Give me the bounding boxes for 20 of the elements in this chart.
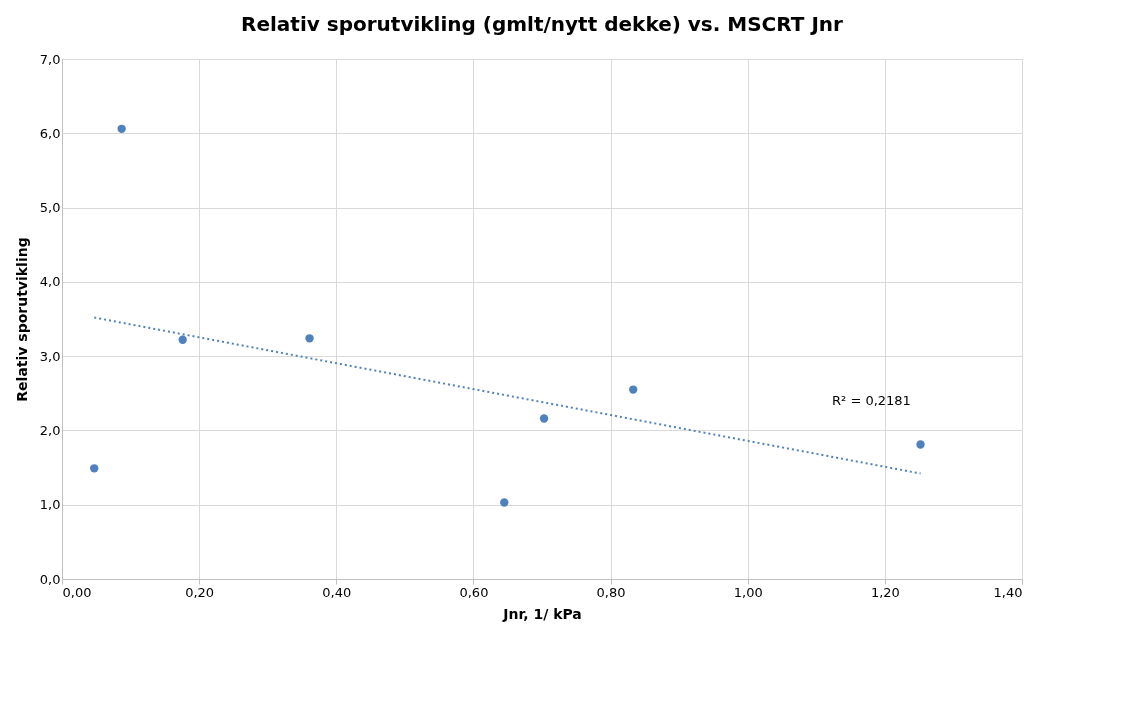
y-tick-label: 1,0 — [39, 497, 61, 513]
y-tick-label: 6,0 — [39, 125, 61, 141]
x-tick-label: 0,60 — [459, 584, 489, 600]
x-tick-label: 0,40 — [322, 584, 352, 600]
x-tick-label: 1,20 — [870, 584, 900, 600]
x-tick-label: 0,00 — [62, 584, 92, 600]
chart-title: Relativ sporutvikling (gmlt/nytt dekke) vs. MSCRT Jnr — [241, 12, 844, 36]
y-tick-label: 3,0 — [39, 348, 61, 364]
x-axis-title: Jnr, 1/ kPa — [502, 605, 582, 622]
x-tick-label: 0,80 — [596, 584, 626, 600]
annotation: R² = 0,2181 — [832, 393, 911, 408]
y-axis-title: Relativ sporutvikling — [13, 237, 30, 402]
x-tick-label: 0,20 — [185, 584, 215, 600]
y-tick-label: 4,0 — [39, 274, 61, 290]
x-tick-label: 1,00 — [733, 584, 763, 600]
y-tick-label: 7,0 — [39, 51, 61, 67]
x-tick-label: 1,40 — [993, 584, 1023, 600]
y-tick-label: 5,0 — [39, 200, 61, 216]
y-tick-label: 2,0 — [39, 422, 61, 438]
y-tick-label: 0,0 — [39, 571, 61, 587]
